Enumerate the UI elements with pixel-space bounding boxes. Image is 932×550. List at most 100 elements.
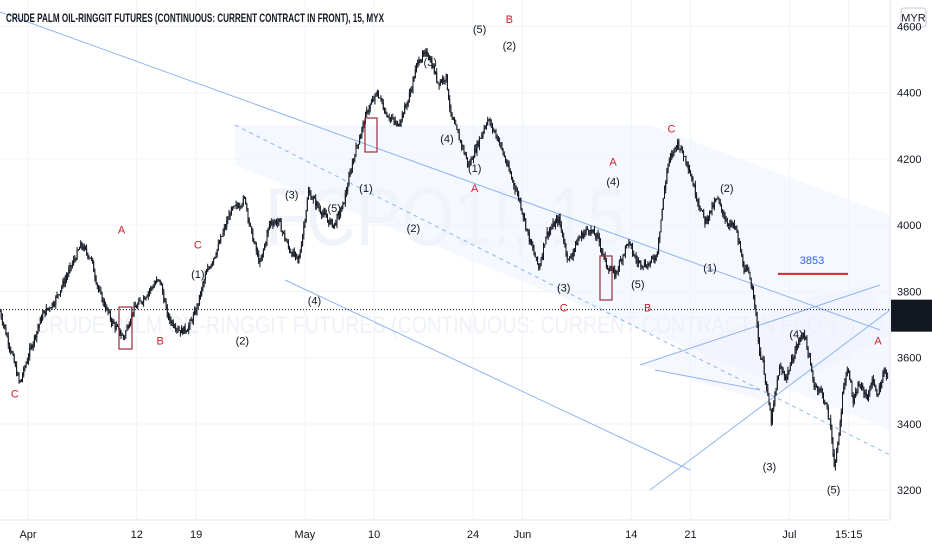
candle-body — [589, 231, 591, 234]
candle-body — [687, 164, 689, 170]
currency-badge[interactable] — [900, 7, 927, 28]
candle-body — [317, 202, 319, 207]
candle-body — [281, 231, 283, 233]
candle-body — [93, 262, 95, 272]
candle-body — [671, 153, 673, 157]
wave-label: (2) — [720, 183, 733, 195]
candle-body — [700, 210, 702, 211]
candle-body — [353, 158, 355, 163]
candle-body — [521, 208, 523, 214]
candle-body — [850, 379, 852, 382]
candle-body — [767, 388, 769, 394]
candle-body — [503, 154, 505, 157]
candle-body — [406, 105, 408, 106]
candle-body — [844, 382, 846, 388]
candle-body — [449, 99, 451, 108]
candle-body — [236, 204, 238, 206]
candle-body — [303, 225, 305, 235]
candle-body — [683, 152, 684, 157]
candle-body — [769, 404, 771, 411]
candle-body — [735, 227, 737, 229]
candle-body — [874, 383, 876, 386]
candle-body — [651, 257, 652, 261]
trend-drawings[interactable] — [0, 11, 891, 491]
candle-body — [642, 266, 644, 268]
candle-body — [298, 257, 300, 260]
candle-body — [829, 418, 830, 420]
candle-body — [266, 233, 268, 243]
candle-body — [58, 294, 60, 295]
candle-body — [778, 375, 779, 381]
candle-body — [302, 234, 304, 246]
candle-body — [211, 262, 213, 265]
candle-body — [880, 386, 881, 389]
candle-body — [511, 173, 512, 178]
trendline — [0, 11, 881, 331]
candle-body — [666, 170, 668, 182]
candle-body — [680, 146, 682, 150]
candle-body — [277, 222, 279, 225]
candle-body — [833, 453, 835, 467]
candle-body — [859, 386, 861, 389]
candle-body — [581, 233, 582, 237]
candle-body — [293, 250, 295, 256]
candle-body — [157, 279, 159, 281]
candle-body — [248, 219, 250, 224]
candle-body — [385, 112, 387, 114]
target-label: 3853 — [800, 255, 824, 267]
time-axis[interactable]: Apr 12 19 May 10 24 Jun 14 21 Jul 15:15 — [0, 519, 890, 541]
candle-body — [278, 218, 280, 223]
candle-body — [832, 439, 834, 454]
candle-body — [842, 393, 843, 412]
candle-body — [450, 108, 452, 113]
candle-body — [376, 93, 378, 95]
candle-body — [183, 326, 185, 334]
candle-body — [877, 394, 879, 396]
candle-body — [884, 369, 886, 372]
candle-body — [501, 144, 503, 149]
wave-label: (1) — [359, 183, 372, 195]
candle-body — [209, 267, 211, 269]
price-axis[interactable]: MYR 4600 4400 4200 4000 3800 3600 3400 3200 374… — [889, 0, 932, 550]
candle-body — [632, 246, 633, 254]
candle-body — [206, 271, 207, 275]
candle-body — [318, 206, 320, 209]
candle-body — [851, 381, 853, 396]
candle-body — [865, 392, 867, 396]
candle-body — [440, 80, 442, 82]
candle-body — [689, 169, 690, 172]
candle-body — [252, 230, 254, 242]
candle-body — [432, 65, 434, 68]
candle-body — [454, 120, 455, 124]
candle-body — [569, 257, 571, 259]
wave-label: (3) — [285, 190, 298, 202]
candle-body — [235, 204, 237, 206]
candle-body — [572, 252, 574, 257]
candle-body — [869, 389, 871, 393]
candle-body — [297, 256, 299, 260]
candle-body — [62, 280, 64, 287]
candle-body — [60, 290, 61, 295]
candle-body — [567, 258, 569, 260]
candle-body — [382, 103, 384, 109]
candle-body — [711, 204, 713, 213]
candle-body — [368, 109, 370, 112]
candle-body — [634, 255, 636, 257]
candle-body — [234, 205, 236, 207]
candle-body — [189, 320, 191, 326]
candle-body — [531, 239, 533, 246]
candle-body — [375, 93, 377, 95]
candle-body — [357, 144, 359, 146]
y-tick-label: 3600 — [897, 353, 921, 365]
candle-body — [220, 236, 222, 243]
candle-body — [325, 214, 327, 218]
candle-body — [195, 310, 197, 314]
candle-body — [754, 294, 756, 306]
candle-body — [772, 409, 773, 424]
candle-body — [776, 380, 778, 388]
candle-body — [554, 221, 556, 227]
candle-body — [652, 257, 654, 258]
candle-body — [557, 218, 559, 223]
candle-body — [348, 176, 350, 187]
